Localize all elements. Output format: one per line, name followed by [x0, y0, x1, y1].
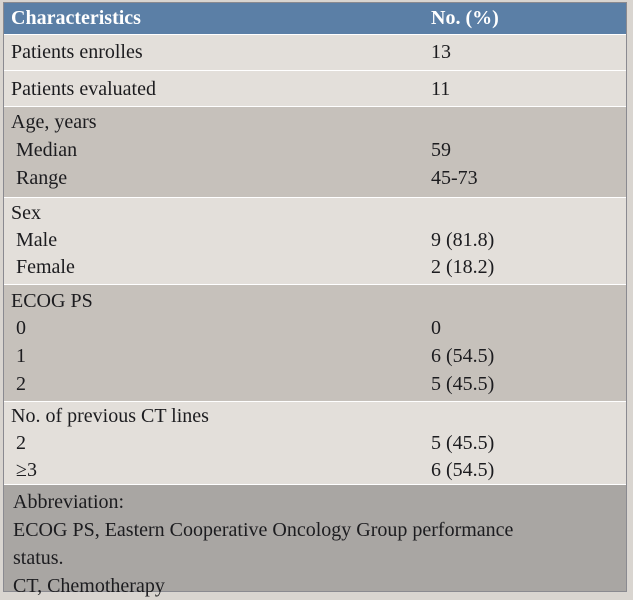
table-group-age: Age, years Median 59 Range 45-73	[4, 106, 626, 197]
row-label: 1	[16, 345, 26, 367]
row-value: 6 (54.5)	[431, 345, 495, 367]
row-value: 5 (45.5)	[431, 432, 495, 454]
row-label: Female	[16, 256, 75, 278]
footnote-line: status.	[13, 547, 64, 569]
row-label: ≥3	[16, 459, 37, 481]
row-label: 2	[16, 373, 26, 395]
row-label: Patients evaluated	[11, 78, 156, 100]
row-value: 9 (81.8)	[431, 229, 495, 251]
row-label: 2	[16, 432, 26, 454]
header-number-percent: No. (%)	[431, 7, 499, 29]
footnote-title: Abbreviation:	[13, 491, 125, 513]
table-row-patients-evaluated: Patients evaluated 11	[4, 70, 626, 106]
table-row-patients-enrolled: Patients enrolles 13	[4, 34, 626, 70]
group-label: Age, years	[11, 111, 97, 133]
footnote-line: CT, Chemotherapy	[13, 575, 165, 597]
characteristics-table: Characteristics No. (%) Patients enrolle…	[3, 2, 627, 597]
row-value: 5 (45.5)	[431, 373, 495, 395]
table-group-ecog-ps: ECOG PS 0 0 1 6 (54.5) 2 5 (45.5)	[4, 284, 626, 401]
row-value: 2 (18.2)	[431, 256, 495, 278]
group-label: Sex	[11, 202, 41, 224]
group-label: No. of previous CT lines	[11, 405, 209, 427]
row-label: Male	[16, 229, 58, 251]
abbreviation-footnote: Abbreviation: ECOG PS, Eastern Cooperati…	[4, 484, 626, 597]
row-value: 45-73	[431, 167, 478, 189]
row-label: Range	[16, 167, 68, 189]
footnote-line: ECOG PS, Eastern Cooperative Oncology Gr…	[13, 519, 514, 541]
header-characteristics: Characteristics	[11, 7, 141, 29]
row-value: 0	[431, 317, 441, 339]
table-group-previous-ct-lines: No. of previous CT lines 2 5 (45.5) ≥3 6…	[4, 401, 626, 484]
row-value: 11	[431, 78, 451, 100]
table-header: Characteristics No. (%)	[4, 3, 626, 34]
row-value: 6 (54.5)	[431, 459, 495, 481]
group-label: ECOG PS	[11, 290, 93, 312]
row-value: 13	[431, 41, 451, 63]
table-group-sex: Sex Male 9 (81.8) Female 2 (18.2)	[4, 197, 626, 284]
row-value: 59	[431, 139, 451, 161]
row-label: 0	[16, 317, 26, 339]
row-label: Median	[16, 139, 78, 161]
row-label: Patients enrolles	[11, 41, 143, 63]
